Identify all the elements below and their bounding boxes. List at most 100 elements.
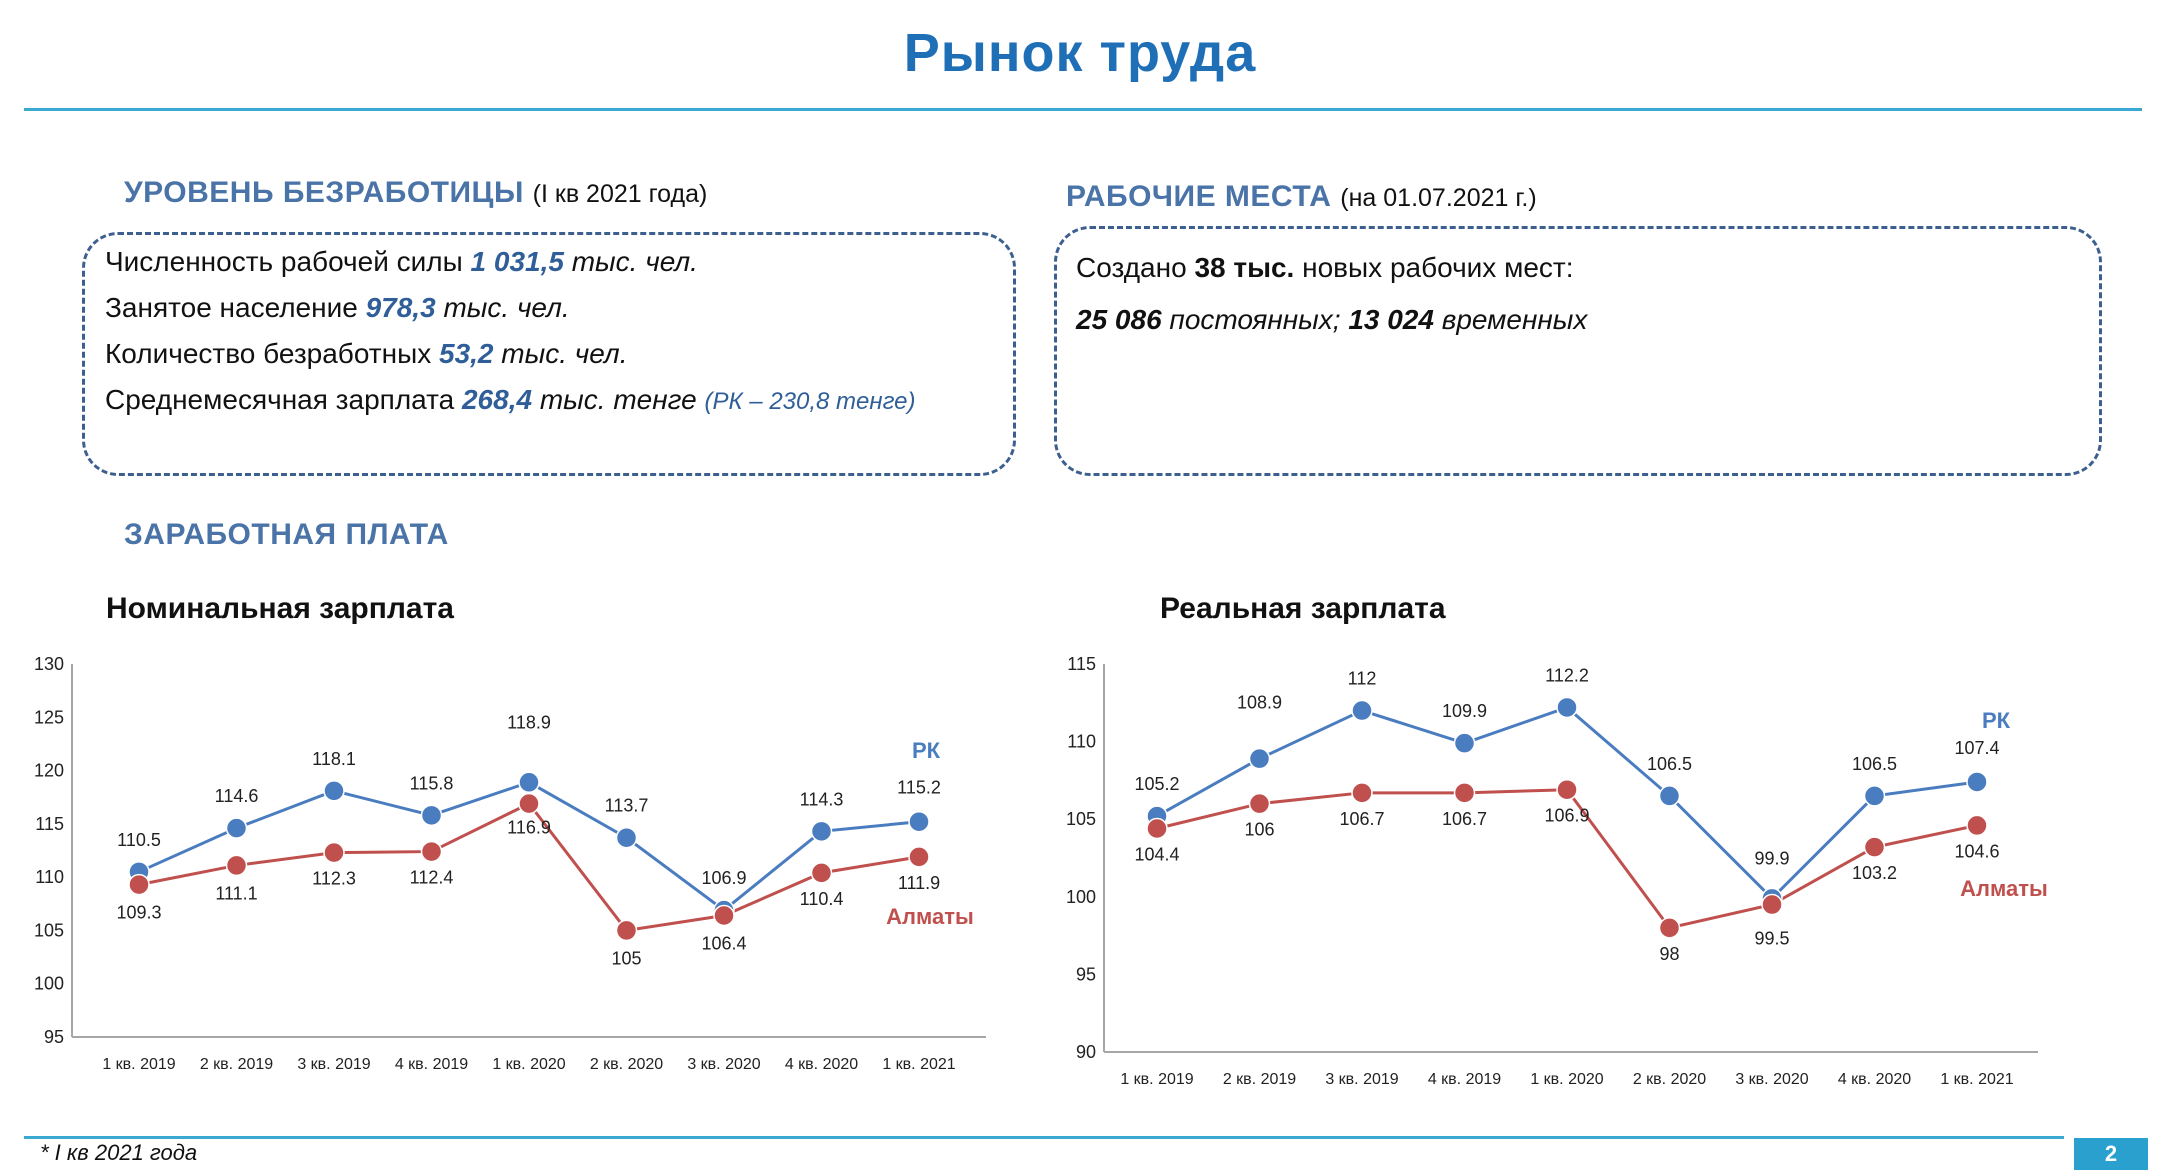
data-label-almaty: 112.3 bbox=[312, 869, 356, 889]
data-label-almaty: 104.4 bbox=[1134, 845, 1179, 865]
title-divider bbox=[24, 108, 2142, 111]
data-point-rk bbox=[1863, 785, 1886, 807]
labor-force-label: Численность рабочей силы bbox=[105, 246, 471, 277]
data-label-rk: 115.8 bbox=[410, 773, 454, 793]
data-point-almaty bbox=[420, 840, 443, 863]
data-label-almaty: 98 bbox=[1659, 944, 1679, 964]
data-point-rk bbox=[1248, 747, 1271, 770]
data-point-rk bbox=[908, 810, 930, 833]
data-label-rk: 112 bbox=[1348, 669, 1377, 689]
jobs-created-post: новых рабочих мест: bbox=[1294, 252, 1574, 283]
data-point-almaty bbox=[1658, 917, 1681, 939]
data-point-almaty bbox=[225, 854, 248, 877]
data-point-rk bbox=[420, 804, 443, 827]
data-label-almaty: 105 bbox=[611, 948, 641, 968]
employed-value: 978,3 bbox=[365, 292, 436, 323]
data-point-almaty bbox=[1761, 893, 1783, 916]
temporary-jobs-label: временных bbox=[1433, 304, 1588, 335]
page-number: 2 bbox=[2074, 1138, 2148, 1170]
y-tick-label: 90 bbox=[1076, 1042, 1096, 1062]
y-tick-label: 110 bbox=[1067, 732, 1096, 752]
unemployed-row: Количество безработных 53,2 тыс. чел. bbox=[105, 338, 627, 370]
temporary-jobs-value: 13 024 bbox=[1348, 304, 1434, 335]
real-chart-title: Реальная зарплата bbox=[1160, 592, 1446, 625]
nominal-salary-chart: 95 100 105 110 115 120 125 130 1 кв. 2019 2 кв. 2… bbox=[34, 654, 986, 1073]
x-tick-label: 1 кв. 2021 bbox=[1940, 1071, 2013, 1088]
data-label-almaty: 106.4 bbox=[701, 934, 746, 954]
data-point-almaty bbox=[713, 904, 735, 927]
data-label-almaty: 110.4 bbox=[800, 889, 844, 909]
jobs-note: (на 01.07.2021 г.) bbox=[1340, 184, 1537, 212]
y-tick-label: 125 bbox=[34, 707, 64, 727]
x-tick-label: 1 кв. 2019 bbox=[1120, 1071, 1193, 1088]
data-label-rk: 105.2 bbox=[1134, 774, 1179, 794]
data-label-rk: 106.5 bbox=[1647, 754, 1692, 774]
x-tick-label: 3 кв. 2020 bbox=[687, 1056, 760, 1073]
salary-label: Среднемесячная зарплата bbox=[105, 384, 462, 415]
salary-heading: ЗАРАБОТНАЯ ПЛАТА bbox=[124, 518, 449, 551]
labor-force-unit: тыс. чел. bbox=[563, 246, 698, 277]
data-label-rk: 110.5 bbox=[117, 830, 161, 850]
legend-label-rk: РК bbox=[912, 738, 941, 763]
data-point-almaty bbox=[1966, 814, 1988, 837]
jobs-heading: РАБОЧИЕ МЕСТА (на 01.07.2021 г.) bbox=[1066, 180, 1537, 214]
data-label-rk: 115.2 bbox=[897, 778, 941, 798]
data-point-almaty bbox=[1453, 782, 1476, 804]
y-tick-label: 95 bbox=[44, 1027, 64, 1047]
y-tick-label: 115 bbox=[1067, 654, 1096, 674]
x-tick-label: 4 кв. 2019 bbox=[395, 1056, 468, 1073]
x-tick-label: 2 кв. 2019 bbox=[200, 1056, 273, 1073]
data-point-almaty bbox=[908, 846, 930, 868]
y-tick-label: 115 bbox=[35, 814, 64, 834]
footnote: * I кв 2021 года bbox=[40, 1140, 198, 1165]
data-label-rk: 114.3 bbox=[800, 789, 844, 809]
data-label-rk: 106.9 bbox=[701, 868, 746, 888]
data-point-rk bbox=[1453, 732, 1476, 754]
employed-unit: тыс. чел. bbox=[435, 292, 570, 323]
x-tick-label: 2 кв. 2020 bbox=[1633, 1071, 1706, 1088]
data-label-almaty: 106.7 bbox=[1339, 809, 1384, 829]
data-label-almaty: 109.3 bbox=[116, 903, 161, 923]
y-tick-label: 110 bbox=[35, 867, 64, 887]
x-tick-label: 3 кв. 2020 bbox=[1735, 1071, 1808, 1088]
data-point-almaty bbox=[615, 919, 638, 942]
y-tick-label: 105 bbox=[1066, 809, 1096, 829]
data-point-almaty bbox=[1863, 836, 1886, 858]
data-point-almaty bbox=[1351, 782, 1373, 804]
x-tick-label: 4 кв. 2020 bbox=[1838, 1071, 1911, 1088]
data-label-almaty: 103.2 bbox=[1852, 863, 1897, 883]
x-tick-label: 1 кв. 2021 bbox=[882, 1056, 955, 1073]
jobs-created-count: 38 тыс. bbox=[1194, 252, 1295, 283]
jobs-created-pre: Создано bbox=[1076, 252, 1195, 283]
x-tick-label: 2 кв. 2019 bbox=[1223, 1071, 1296, 1088]
y-tick-label: 105 bbox=[34, 920, 64, 940]
data-point-rk bbox=[1556, 696, 1578, 719]
y-tick-label: 95 bbox=[1076, 964, 1096, 984]
x-tick-label: 1 кв. 2020 bbox=[492, 1056, 565, 1073]
labor-force-row: Численность рабочей силы 1 031,5 тыс. че… bbox=[105, 246, 698, 278]
data-point-almaty bbox=[1146, 817, 1168, 840]
salary-value: 268,4 bbox=[461, 384, 533, 415]
data-point-almaty bbox=[128, 873, 150, 896]
labor-force-value: 1 031,5 bbox=[470, 246, 564, 277]
data-point-almaty bbox=[518, 792, 540, 815]
employed-row: Занятое население 978,3 тыс. чел. bbox=[105, 292, 570, 324]
data-label-rk: 118.1 bbox=[312, 749, 356, 769]
permanent-jobs-value: 25 086 bbox=[1076, 304, 1162, 335]
data-label-almaty: 104.6 bbox=[1954, 841, 1999, 861]
x-tick-label: 1 кв. 2019 bbox=[102, 1056, 175, 1073]
permanent-jobs-label: постоянных; bbox=[1161, 304, 1349, 335]
x-tick-label: 3 кв. 2019 bbox=[297, 1056, 370, 1073]
data-point-rk bbox=[1966, 771, 1988, 793]
y-tick-label: 130 bbox=[34, 654, 64, 674]
unemployment-note: (I кв 2021 года) bbox=[532, 180, 708, 208]
salary-unit: тыс. тенге bbox=[532, 384, 705, 415]
data-point-rk bbox=[615, 826, 638, 849]
data-label-rk: 99.9 bbox=[1754, 848, 1789, 868]
unemployment-heading-text: УРОВЕНЬ БЕЗРАБОТИЦЫ bbox=[124, 176, 524, 209]
y-tick-label: 120 bbox=[34, 761, 64, 781]
jobs-breakdown-row: 25 086 постоянных; 13 024 временных bbox=[1076, 304, 1587, 336]
footer-divider bbox=[24, 1136, 2064, 1139]
data-point-rk bbox=[810, 820, 833, 843]
y-tick-label: 100 bbox=[1066, 887, 1096, 907]
